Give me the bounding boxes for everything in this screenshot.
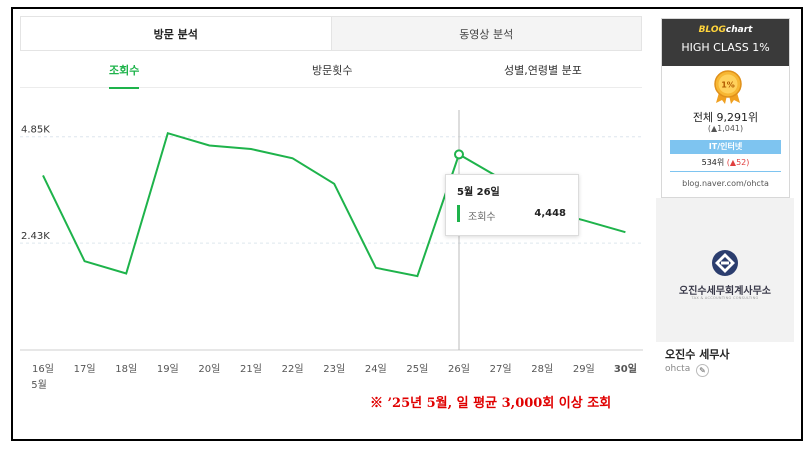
x-tick-label: 25일 [406,363,428,375]
divider [670,171,781,172]
tab-visit-analysis[interactable]: 방문 분석 [21,17,331,50]
category-label: IT/인터넷 [670,140,781,154]
office-logo-icon [712,250,738,276]
highlight-point [454,149,464,160]
x-tick-label: 17일 [74,363,96,375]
x-month-label: 5월 [31,379,47,391]
blogchart-logo: BLOGchart [698,25,753,35]
tab-video-analysis[interactable]: 동영상 분석 [330,17,641,50]
x-tick-label: 21일 [240,363,262,375]
pencil-icon[interactable]: ✎ [696,364,709,377]
profile-id[interactable]: ohcta [665,364,691,374]
x-tick-label: 22일 [282,363,304,375]
tab-visit-count[interactable]: 방문횟수 [312,64,353,77]
tooltip-date: 5월 26일 [457,187,500,198]
x-tick-label: 30일 [614,362,637,375]
x-tick-label: 28일 [531,363,553,375]
office-subtitle: TAX & ACCOUNTING CONSULTING [691,296,759,300]
x-tick-label: 18일 [115,363,137,375]
office-logo-card[interactable]: 오진수세무회계사무소 TAX & ACCOUNTING CONSULTING [656,198,794,342]
x-tick-label: 29일 [573,363,595,375]
badge-class: HIGH CLASS 1% [681,41,770,54]
tooltip-value: 4,448 [534,208,566,219]
tooltip-series-marker [457,205,460,222]
overall-rank: 전체 9,291위 [692,111,759,124]
tab-views[interactable]: 조회수 [109,62,140,89]
x-tick-label: 23일 [323,363,345,375]
blog-url: blog.naver.com/ohcta [682,179,769,188]
medal-label: 1% [721,81,735,90]
sub-tab-bar: 조회수 방문횟수 성별,연령별 분포 [20,58,642,89]
badge-header: BLOGchart HIGH CLASS 1% [662,19,789,66]
medal-icon: 1% [714,70,742,104]
blogchart-badge[interactable]: BLOGchart HIGH CLASS 1% 1% 전체 9,291위 (▲1… [661,18,790,198]
x-tick-label: 19일 [157,363,179,375]
category-rank: 534위 (▲52) [701,158,750,167]
chart-tooltip: 5월 26일 조회수 4,448 [445,174,579,236]
tooltip-series-name: 조회수 [468,212,496,223]
y-tick-label: 2.43K [21,231,50,242]
profile-name[interactable]: 오진수 세무사 [665,348,730,361]
x-tick-label: 26일 [448,363,470,375]
office-name: 오진수세무회계사무소 [679,286,771,297]
average-note: ※ ’25년 5월, 일 평균 3,000회 이상 조회 [370,396,612,411]
main-tab-bar: 방문 분석 동영상 분석 [20,16,642,51]
x-tick-label: 24일 [365,363,387,375]
category-rank-change: (▲52) [726,158,750,167]
y-tick-label: 4.85K [21,125,50,136]
overall-rank-change: (▲1,041) [707,124,744,133]
tab-gender-age[interactable]: 성별,연령별 분포 [504,64,582,77]
x-tick-label: 27일 [490,363,512,375]
x-tick-label: 16일 [32,363,54,375]
x-tick-label: 20일 [198,363,220,375]
